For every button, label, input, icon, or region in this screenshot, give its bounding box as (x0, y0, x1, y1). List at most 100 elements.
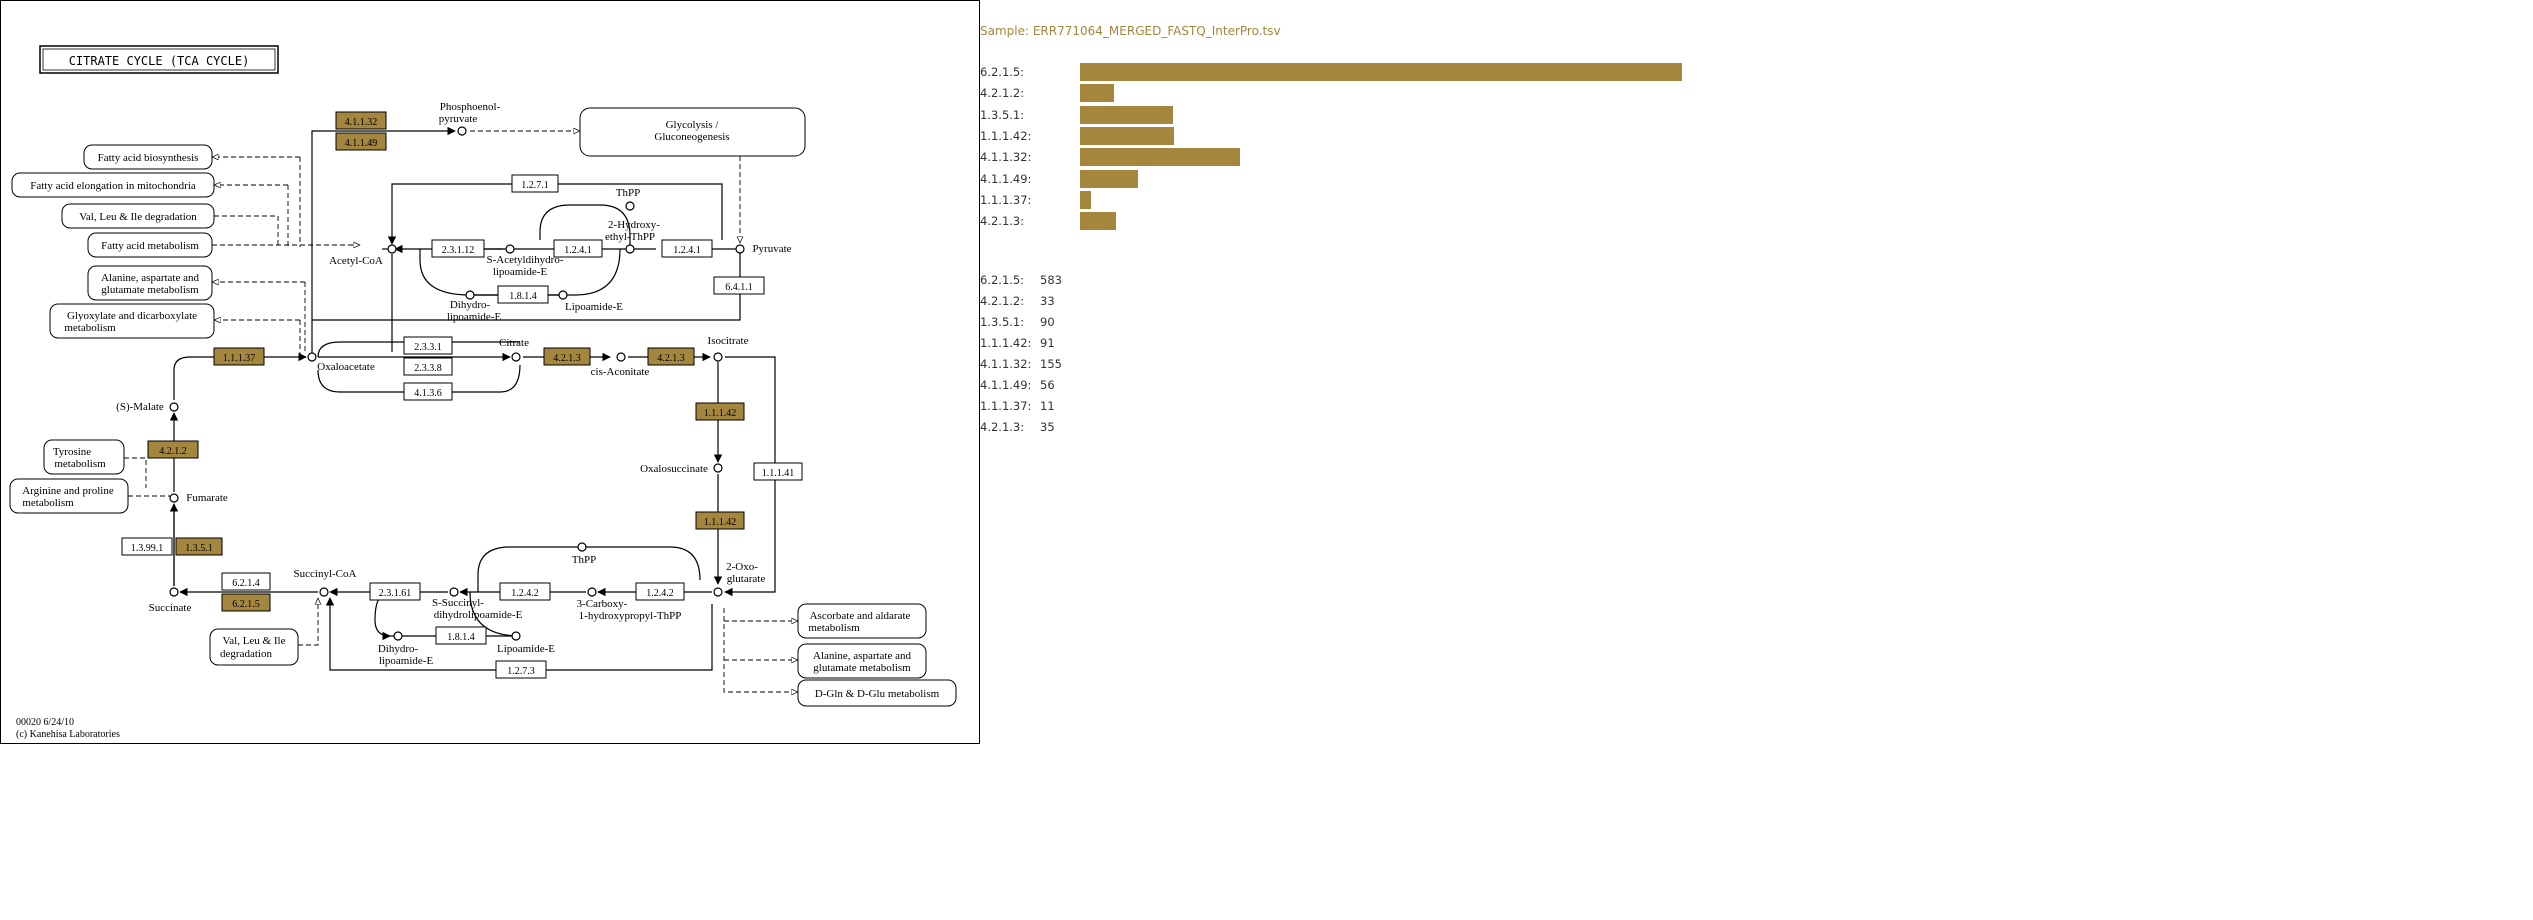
enzyme-1-1-1-41[interactable]: 1.1.1.41 (762, 468, 795, 479)
enzyme-1-2-4-1-b[interactable]: 1.2.4.1 (673, 245, 701, 256)
enzyme-1-1-1-37[interactable]: 1.1.1.37 (223, 353, 256, 364)
compound-cis-aconitate[interactable]: cis-Aconitate (591, 366, 650, 378)
map-title: CITRATE CYCLE (TCA CYCLE) (39, 45, 279, 74)
compound-succinyldihydro-line2[interactable]: dihydrolipoamide-E (434, 609, 523, 621)
count-value: 11 (1040, 399, 1055, 413)
count-value: 583 (1040, 273, 1062, 287)
count-label: 6.2.1.5: (980, 273, 1025, 287)
pathway-val-leu-ile-degradation[interactable]: Val, Leu & Ile degradation (79, 211, 197, 223)
enzyme-1-2-7-1[interactable]: 1.2.7.1 (521, 180, 549, 191)
compound-citrate[interactable]: Citrate (499, 337, 529, 349)
pathway-dgln-dglu[interactable]: D-Gln & D-Glu metabolism (815, 688, 940, 700)
compound-acetyldihydro-line1[interactable]: S-Acetyldihydro- (487, 254, 564, 266)
enzyme-4-1-1-49[interactable]: 4.1.1.49 (345, 138, 378, 149)
pathway-val-leu-ile-line1[interactable]: Val, Leu & Ile (223, 635, 286, 647)
compound-carboxyhydroxy-line2[interactable]: 1-hydroxypropyl-ThPP (579, 610, 682, 622)
compound-dihydro-bottom-line1[interactable]: Dihydro- (378, 643, 419, 655)
compound-hydroxyethyl-line1[interactable]: 2-Hydroxy- (608, 219, 660, 231)
bar (1080, 169, 1138, 188)
compound-thpp-bottom[interactable]: ThPP (572, 554, 596, 566)
compound-oxaloacetate[interactable]: Oxaloacetate (317, 361, 375, 373)
enzyme-1-3-99-1[interactable]: 1.3.99.1 (131, 543, 164, 554)
pathway-glyoxylate-line2[interactable]: metabolism (64, 322, 116, 334)
enzyme-2-3-1-61[interactable]: 2.3.1.61 (379, 588, 412, 599)
compound-acetylcoa[interactable]: Acetyl-CoA (329, 255, 383, 267)
count-value: 35 (1040, 420, 1055, 434)
compound-hydroxyethyl-line2[interactable]: ethyl-ThPP (605, 231, 655, 243)
pathway-alanine-aspartate-line2[interactable]: glutamate metabolism (101, 284, 199, 296)
enzyme-6-2-1-5[interactable]: 6.2.1.5 (232, 599, 260, 610)
compound-pyruvate[interactable]: Pyruvate (752, 243, 791, 255)
bar-label: 1.1.1.37: (980, 192, 1032, 207)
compound-dihydro-top-line1[interactable]: Dihydro- (450, 299, 491, 311)
pathway-tyrosine-line1[interactable]: Tyrosine (53, 446, 91, 458)
count-row: 1.1.1.42: 91 (980, 336, 1055, 350)
enzyme-1-8-1-4-bottom[interactable]: 1.8.1.4 (447, 632, 475, 643)
compound-acetyldihydro-line2[interactable]: lipoamide-E (493, 266, 548, 278)
compound-succinyl-coa[interactable]: Succinyl-CoA (294, 568, 357, 580)
enzyme-1-2-7-3[interactable]: 1.2.7.3 (507, 666, 535, 677)
pathway-fatty-acid-elongation[interactable]: Fatty acid elongation in mitochondria (30, 180, 196, 192)
enzyme-4-1-3-6[interactable]: 4.1.3.6 (414, 388, 442, 399)
compound-oxoglutarate-line2[interactable]: glutarate (727, 573, 766, 585)
pathway-ascorbate-line1[interactable]: Ascorbate and aldarate (810, 610, 911, 622)
compound-pep-line1[interactable]: Phosphoenol- (440, 101, 501, 113)
compound-dihydro-bottom-line2[interactable]: lipoamide-E (379, 655, 434, 667)
enzyme-4-1-1-32[interactable]: 4.1.1.32 (345, 117, 378, 128)
pathway-glycolysis-line1[interactable]: Glycolysis / (666, 119, 720, 131)
pathway-glycolysis-line2[interactable]: Gluconeogenesis (654, 131, 729, 143)
enzyme-2-3-3-1[interactable]: 2.3.3.1 (414, 342, 442, 353)
pathway-arginine-line2[interactable]: metabolism (22, 497, 74, 509)
enzyme-1-2-4-1-a[interactable]: 1.2.4.1 (564, 245, 592, 256)
enzyme-4-2-1-3-a[interactable]: 4.2.1.3 (553, 353, 581, 364)
compound-lipoamide-top[interactable]: Lipoamide-E (565, 301, 623, 313)
bar-label: 4.2.1.2: (980, 86, 1025, 101)
count-row: 4.2.1.3: 35 (980, 420, 1055, 434)
count-row: 1.1.1.37: 11 (980, 399, 1055, 413)
count-value: 90 (1040, 315, 1055, 329)
pathway-glyoxylate-line1[interactable]: Glyoxylate and dicarboxylate (67, 310, 197, 322)
enzyme-2-3-1-12[interactable]: 2.3.1.12 (442, 245, 475, 256)
compound-carboxyhydroxy-line1[interactable]: 3-Carboxy- (577, 598, 628, 610)
compound-oxoglutarate-line1[interactable]: 2-Oxo- (726, 561, 758, 573)
compound-s-malate[interactable]: (S)-Malate (116, 401, 164, 413)
count-value: 91 (1040, 336, 1055, 350)
enzyme-2-3-3-8[interactable]: 2.3.3.8 (414, 363, 442, 374)
pathway-val-leu-ile-line2[interactable]: degradation (220, 648, 272, 660)
count-value: 56 (1040, 378, 1055, 392)
map-id: 00020 6/24/10 (16, 717, 74, 728)
pathway-tyrosine-line2[interactable]: metabolism (54, 458, 106, 470)
pathway-alanine-b-line2[interactable]: glutamate metabolism (813, 662, 911, 674)
pathway-fatty-acid-biosynthesis[interactable]: Fatty acid biosynthesis (98, 152, 199, 164)
compound-dihydro-top-line2[interactable]: lipoamide-E (447, 311, 502, 323)
compound-lipoamide-bottom[interactable]: Lipoamide-E (497, 643, 555, 655)
enzyme-4-2-1-2[interactable]: 4.2.1.2 (159, 446, 187, 457)
compound-succinyldihydro-line1[interactable]: S-Succinyl- (432, 597, 484, 609)
enzyme-1-3-5-1[interactable]: 1.3.5.1 (185, 543, 213, 554)
compound-pep-line2[interactable]: pyruvate (439, 113, 478, 125)
pathway-arginine-line1[interactable]: Arginine and proline (22, 485, 114, 497)
compound-isocitrate[interactable]: Isocitrate (708, 335, 749, 347)
count-label: 4.1.1.32: (980, 357, 1032, 371)
bar-label: 4.1.1.49: (980, 171, 1032, 186)
enzyme-1-2-4-2-a[interactable]: 1.2.4.2 (511, 588, 539, 599)
pathway-ascorbate-line2[interactable]: metabolism (808, 622, 860, 634)
enzyme-count-panel: Sample: ERR771064_MERGED_FASTQ_InterPro.… (980, 0, 2533, 920)
compound-fumarate[interactable]: Fumarate (186, 492, 228, 504)
compound-thpp-top[interactable]: ThPP (616, 187, 640, 199)
bar-label: 1.3.5.1: (980, 107, 1025, 122)
enzyme-6-2-1-4[interactable]: 6.2.1.4 (232, 578, 260, 589)
enzyme-1-8-1-4-top[interactable]: 1.8.1.4 (509, 291, 537, 302)
enzyme-4-2-1-3-b[interactable]: 4.2.1.3 (657, 353, 685, 364)
compound-succinate[interactable]: Succinate (149, 602, 192, 614)
bar (1080, 105, 1173, 124)
enzyme-6-4-1-1[interactable]: 6.4.1.1 (725, 282, 753, 293)
pathway-alanine-aspartate-line1[interactable]: Alanine, aspartate and (101, 272, 200, 284)
enzyme-1-1-1-42-top[interactable]: 1.1.1.42 (704, 408, 737, 419)
count-row: 4.1.1.32: 155 (980, 357, 1062, 371)
pathway-alanine-b-line1[interactable]: Alanine, aspartate and (813, 650, 912, 662)
enzyme-1-1-1-42-bottom[interactable]: 1.1.1.42 (704, 517, 737, 528)
compound-oxalosuccinate[interactable]: Oxalosuccinate (640, 463, 708, 475)
pathway-fatty-acid-metabolism[interactable]: Fatty acid metabolism (101, 240, 199, 252)
enzyme-1-2-4-2-b[interactable]: 1.2.4.2 (646, 588, 674, 599)
